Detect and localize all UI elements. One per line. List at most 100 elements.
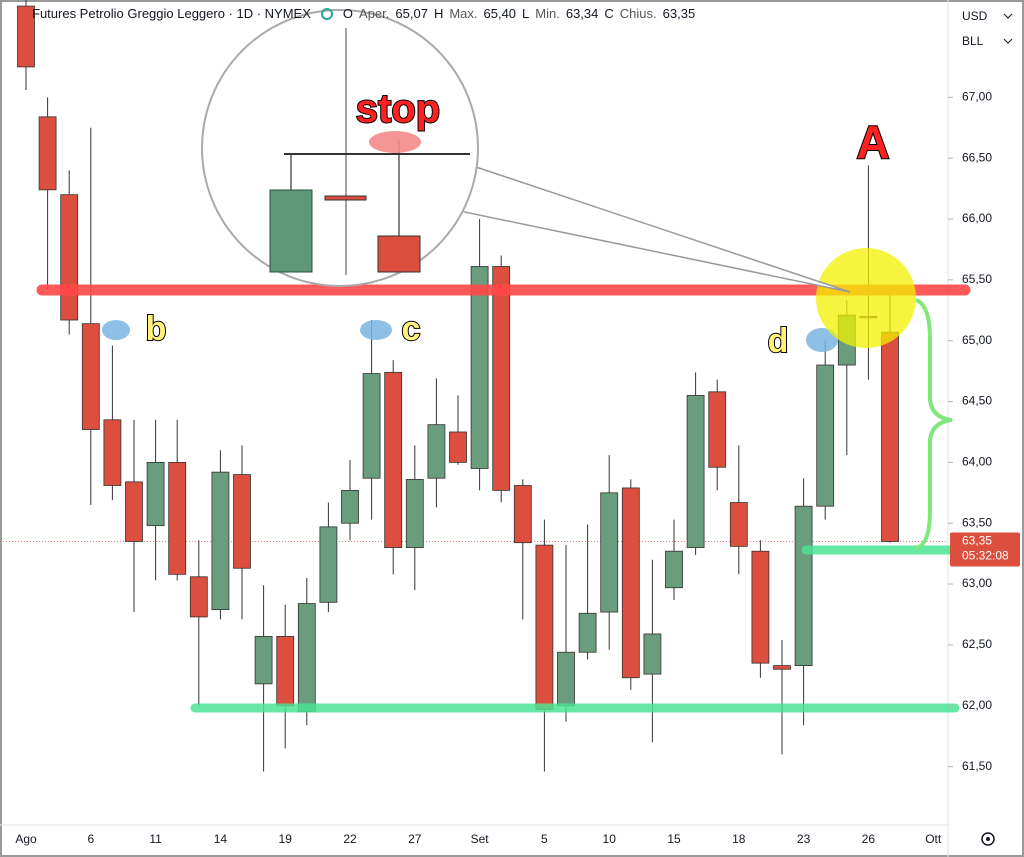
annotation-c: c — [402, 310, 421, 348]
annotation-b: b — [146, 310, 167, 348]
x-tick-label: Set — [471, 832, 490, 846]
candle-body — [621, 487, 640, 679]
last-price-label: 63,35 — [962, 534, 992, 548]
x-tick-label: 15 — [667, 832, 681, 846]
candle-body — [319, 526, 338, 603]
x-tick-label: 10 — [603, 832, 617, 846]
y-tick-label: 62,00 — [962, 698, 992, 712]
candle-body — [600, 492, 619, 613]
y-tick-label: 64,50 — [962, 394, 992, 408]
candle-body — [751, 550, 770, 664]
annotation-d: d — [768, 322, 789, 360]
y-tick-label: 63,50 — [962, 515, 992, 529]
x-tick-label: 6 — [87, 832, 94, 846]
candle-body — [146, 461, 165, 527]
marker-d — [806, 328, 838, 352]
candle-body — [535, 544, 554, 710]
x-tick-label: 23 — [797, 832, 811, 846]
ohlc-value: 63,35 — [662, 6, 696, 21]
candle-body — [297, 603, 316, 713]
candle-body — [38, 116, 57, 191]
x-tick-label: 26 — [862, 832, 876, 846]
settings-icon[interactable] — [981, 832, 995, 846]
candle-body — [168, 461, 187, 575]
candle-body — [708, 391, 727, 468]
candle-body — [276, 635, 295, 707]
candle-body — [103, 419, 122, 486]
magnifier-lens — [201, 9, 479, 287]
dropdown-arrow — [1003, 38, 1013, 44]
candle-body — [729, 502, 748, 547]
candle-body — [773, 665, 791, 670]
candle-body — [686, 395, 705, 548]
legend-header: Futures Petrolio Greggio Leggero · 1D · … — [32, 6, 695, 21]
x-tick-label: Ago — [15, 832, 37, 846]
candle-body — [881, 331, 899, 542]
candle-body — [254, 635, 273, 685]
y-tick-label: 61,50 — [962, 759, 992, 773]
x-tick-label: 11 — [149, 832, 162, 846]
annotation-stop: stop — [356, 87, 440, 131]
unit-label[interactable]: BLL — [962, 34, 984, 48]
candle-body — [189, 576, 208, 618]
candle-body — [557, 651, 575, 707]
brace — [915, 298, 953, 550]
candle-body — [513, 485, 532, 544]
candle-body — [60, 194, 79, 321]
x-tick-label: 18 — [732, 832, 746, 846]
candle-body — [492, 266, 511, 491]
ohlc-key: O — [342, 6, 354, 21]
candle-body — [17, 5, 35, 68]
x-tick-label: 22 — [343, 832, 357, 846]
ohlc-name: Max. — [449, 6, 478, 21]
y-tick-label: 65,50 — [962, 272, 992, 286]
y-tick-label: 66,00 — [962, 211, 992, 225]
highlight-circle — [816, 248, 916, 348]
candle-body — [384, 371, 403, 548]
zoom-candle — [324, 195, 367, 201]
candles — [17, 0, 899, 772]
currency-label[interactable]: USD — [962, 9, 988, 23]
ohlc-value: 65,07 — [395, 6, 428, 21]
dropdown-arrow — [1003, 13, 1013, 19]
x-tick-label: Ott — [925, 832, 942, 846]
candle-body — [211, 471, 230, 611]
chart-title: Futures Petrolio Greggio Leggero · 1D · … — [32, 6, 311, 21]
settings-icon-dot — [986, 837, 990, 841]
ohlc-name: Aper. — [359, 6, 390, 21]
countdown-label: 05:32:08 — [962, 549, 1009, 563]
x-tick-label: 19 — [279, 832, 293, 846]
x-tick-label: 5 — [541, 832, 548, 846]
candle-body — [233, 474, 251, 569]
candle-body — [427, 424, 446, 479]
x-tick-label: 27 — [408, 832, 422, 846]
status-dot — [320, 7, 333, 20]
y-tick-label: 65,00 — [962, 333, 992, 347]
y-tick-label: 63,00 — [962, 576, 992, 590]
y-tick-label: 64,00 — [962, 455, 992, 469]
ohlc-value: 65,40 — [483, 6, 517, 21]
candle-body — [665, 550, 683, 589]
zoom-candle — [377, 235, 421, 273]
candle-body — [405, 479, 424, 548]
ohlc-key: H — [433, 6, 444, 21]
candle-body — [794, 505, 813, 666]
ohlc-key: L — [522, 6, 530, 21]
ohlc-name: Chius. — [619, 6, 657, 21]
magnifier — [201, 9, 851, 293]
y-tick-label: 62,50 — [962, 637, 992, 651]
candle-body — [470, 266, 489, 469]
marker-b — [102, 320, 130, 340]
candle-body — [362, 373, 381, 479]
marker-c — [360, 320, 392, 340]
candle-body — [578, 612, 597, 653]
candle-body — [81, 323, 100, 430]
candle-body — [449, 431, 467, 463]
candle-body — [816, 364, 835, 507]
candle-body — [643, 633, 662, 675]
annotation-a: A — [856, 116, 889, 168]
ohlc-value: 63,34 — [565, 6, 599, 21]
